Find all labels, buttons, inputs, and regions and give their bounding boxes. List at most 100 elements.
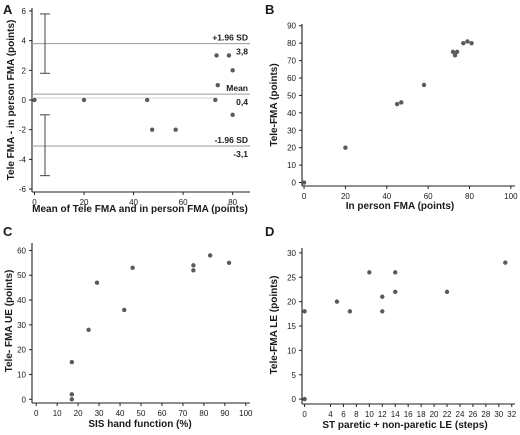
panel-c-y-tick-label: 0 [22,395,27,404]
panel-d-letter: D [265,224,274,239]
panel-b-x-tick-label: 100 [504,192,518,201]
panel-c-data-point [122,307,127,313]
panel-c-x-tick-label: 100 [239,409,253,418]
panel-b-letter: B [265,2,274,17]
panel-c-x-tick-label: 40 [116,409,125,418]
panel-c-data-point [86,327,91,333]
panel-d-y-tick-label: 0 [292,395,297,404]
panel-c-x-tick-label: 70 [178,409,187,418]
panel-d-x-tick-label: 18 [417,410,426,419]
panel-a-y-tick-label: 2 [22,66,27,75]
panel-b-data-point [465,39,470,44]
panel-c-data-point [94,280,100,285]
panel-d-x-tick-label: 28 [481,410,490,419]
panel-d-y-tick-label: 5 [292,371,297,380]
panel-d-data-point [503,260,508,265]
panel-a-letter: A [3,2,13,17]
panel-d-x-tick-label: 26 [468,410,477,419]
panel-d-x-tick-label: 8 [354,410,359,419]
panel-c-x-tick-label: 20 [74,409,83,418]
panel-b-y-tick-label: 10 [287,161,296,170]
panel-c-x-label: SIS hand function (%) [88,419,191,430]
panel-a-data-point [213,97,218,103]
panel-b-data-point [450,49,456,55]
panel-b-y-tick-label: 0 [292,179,297,188]
panel-a-data-point [214,53,219,58]
panel-c-x-tick-label: 50 [137,409,146,418]
panel-a-lower-value: -3,1 [233,149,248,159]
panel-b-y-tick-label: 80 [287,39,296,48]
panel-a-x-label: Mean of Tele FMA and in person FMA (poin… [32,204,248,215]
panel-b-y-tick-label: 20 [287,144,296,153]
panel-a-y-label: Tele FMA - in person FMA (points) [6,20,17,181]
panel-a-y-tick-label: -4 [19,155,27,164]
panel-a-data-point [226,53,232,58]
panel-a-data-point [230,68,235,73]
panel-c-data-point [191,268,196,273]
panel-d-x-tick-label: 14 [391,410,400,419]
panel-b-data-point [461,40,466,46]
panel-d-data-point [380,294,385,299]
panel-a-x-tick-label: 80 [228,198,237,207]
panel-a-x-tick-label: 0 [32,198,37,207]
panel-d-data-point [302,396,307,402]
panel-c-letter: C [3,224,13,239]
panel-d-x-tick-label: 32 [507,410,516,419]
panel-b-y-tick-label: 60 [287,74,296,83]
panel-a-x-tick-label: 40 [129,198,138,207]
panel-a-data-point [81,97,87,103]
panel-c-data-point [69,392,75,397]
panel-d-x-tick-label: 30 [494,410,503,419]
panel-b-y-tick-label: 40 [287,109,296,118]
panel-c-y-label: Tele- FMA UE (points) [4,270,15,373]
panel-b-data-point [301,180,307,185]
panel-a-mean-value: 0,4 [236,97,248,107]
panel-c-x-tick-label: 60 [158,409,167,418]
panel-c-y-tick-label: 60 [17,246,26,255]
panel-c-x-tick-label: 10 [53,409,62,418]
panel-c-x-tick-label: 30 [95,409,104,418]
panel-b-y-tick-label: 50 [287,91,296,100]
panel-d-x-tick-label: 16 [404,410,413,419]
panel-d-x-tick-label: 22 [443,410,452,419]
panel-a-y-tick-label: 0 [22,96,27,105]
panel-b: B 0 20 40 60 80 100 0 10 20 30 40 50 60 70 80 90 In pe… [265,2,518,212]
panel-c-data-point [130,265,135,271]
panel-d-x-tick-label: 10 [365,410,374,419]
panel-a-y-tick-label: 4 [22,37,27,46]
panel-b-data-point [454,49,460,55]
panel-d-data-point [302,309,307,314]
panel-d-data-point [380,309,385,314]
panel-b-y-tick-label: 30 [287,126,296,135]
panel-a-y-tick-label: -2 [19,126,27,135]
panel-a-x-tick-label: 60 [179,198,188,207]
panel-c-y-tick-label: 40 [17,296,26,305]
panel-c-data-point [191,263,196,268]
panel-a-mean-label: Mean [226,83,248,93]
panel-c-y-tick-label: 50 [17,271,26,280]
panel-b-y-label: Tele-FMA (points) [269,63,280,146]
panel-b-x-tick-label: 0 [302,192,307,201]
panel-d-y-tick-label: 20 [287,298,296,307]
panel-c-x-tick-label: 90 [220,409,229,418]
panel-b-data-point [394,101,400,107]
panel-d-y-label: Tele-FMA LE (points) [269,276,280,375]
panel-a-data-point [230,112,235,118]
panel-d-x-tick-label: 0 [302,410,307,419]
panel-d-data-point [393,289,398,295]
panel-b-data-point [421,82,427,88]
panel-b-data-point [399,100,404,105]
panel-a-y-tick-label: 6 [22,7,27,16]
panel-b-x-tick-label: 20 [341,192,350,201]
panel-d-y-tick-label: 30 [287,249,296,258]
panel-d-y-tick-label: 25 [287,273,296,282]
panel-d-data-point [393,270,398,275]
panel-b-y-tick-label: 90 [287,22,296,31]
panel-c-x-tick-label: 0 [34,409,39,418]
panel-c-data-point [207,253,213,258]
panel-d-x-tick-label: 24 [456,410,465,419]
panel-d: D 0 4 6 8 10 12 14 16 18 20 22 24 26 28 30 32 0 5 10 15 20 2… [265,224,517,431]
panel-a-data-point [173,127,178,132]
panel-b-data-point [343,145,348,150]
